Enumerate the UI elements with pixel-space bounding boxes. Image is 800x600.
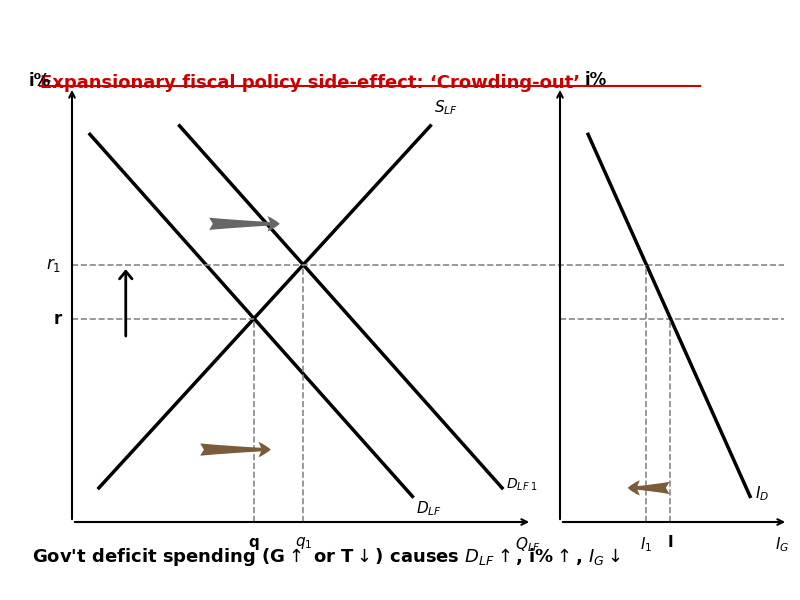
Text: $I_G$: $I_G$ (775, 535, 790, 554)
Text: $q_1$: $q_1$ (294, 535, 312, 551)
Text: $S_{LF}$: $S_{LF}$ (434, 98, 458, 117)
Text: i%: i% (585, 71, 607, 89)
Text: $r_1$: $r_1$ (46, 256, 62, 274)
Text: $D_{LF}$: $D_{LF}$ (417, 499, 442, 518)
Text: r: r (54, 310, 62, 328)
Text: Expansionary fiscal policy side-effect: ‘Crowding-out’: Expansionary fiscal policy side-effect: … (40, 74, 580, 92)
Text: I: I (668, 535, 674, 550)
Text: $Q_{LF}$: $Q_{LF}$ (515, 535, 541, 554)
Text: Gov't deficit spending (G$\uparrow$ or T$\downarrow$) causes $D_{LF}$$\uparrow$,: Gov't deficit spending (G$\uparrow$ or T… (32, 546, 621, 568)
Text: q: q (249, 535, 259, 550)
Text: i%: i% (29, 72, 51, 90)
Text: $D_{LF\ 1}$: $D_{LF\ 1}$ (506, 477, 538, 493)
Text: $I_1$: $I_1$ (640, 535, 653, 554)
Text: $I_D$: $I_D$ (755, 484, 769, 503)
